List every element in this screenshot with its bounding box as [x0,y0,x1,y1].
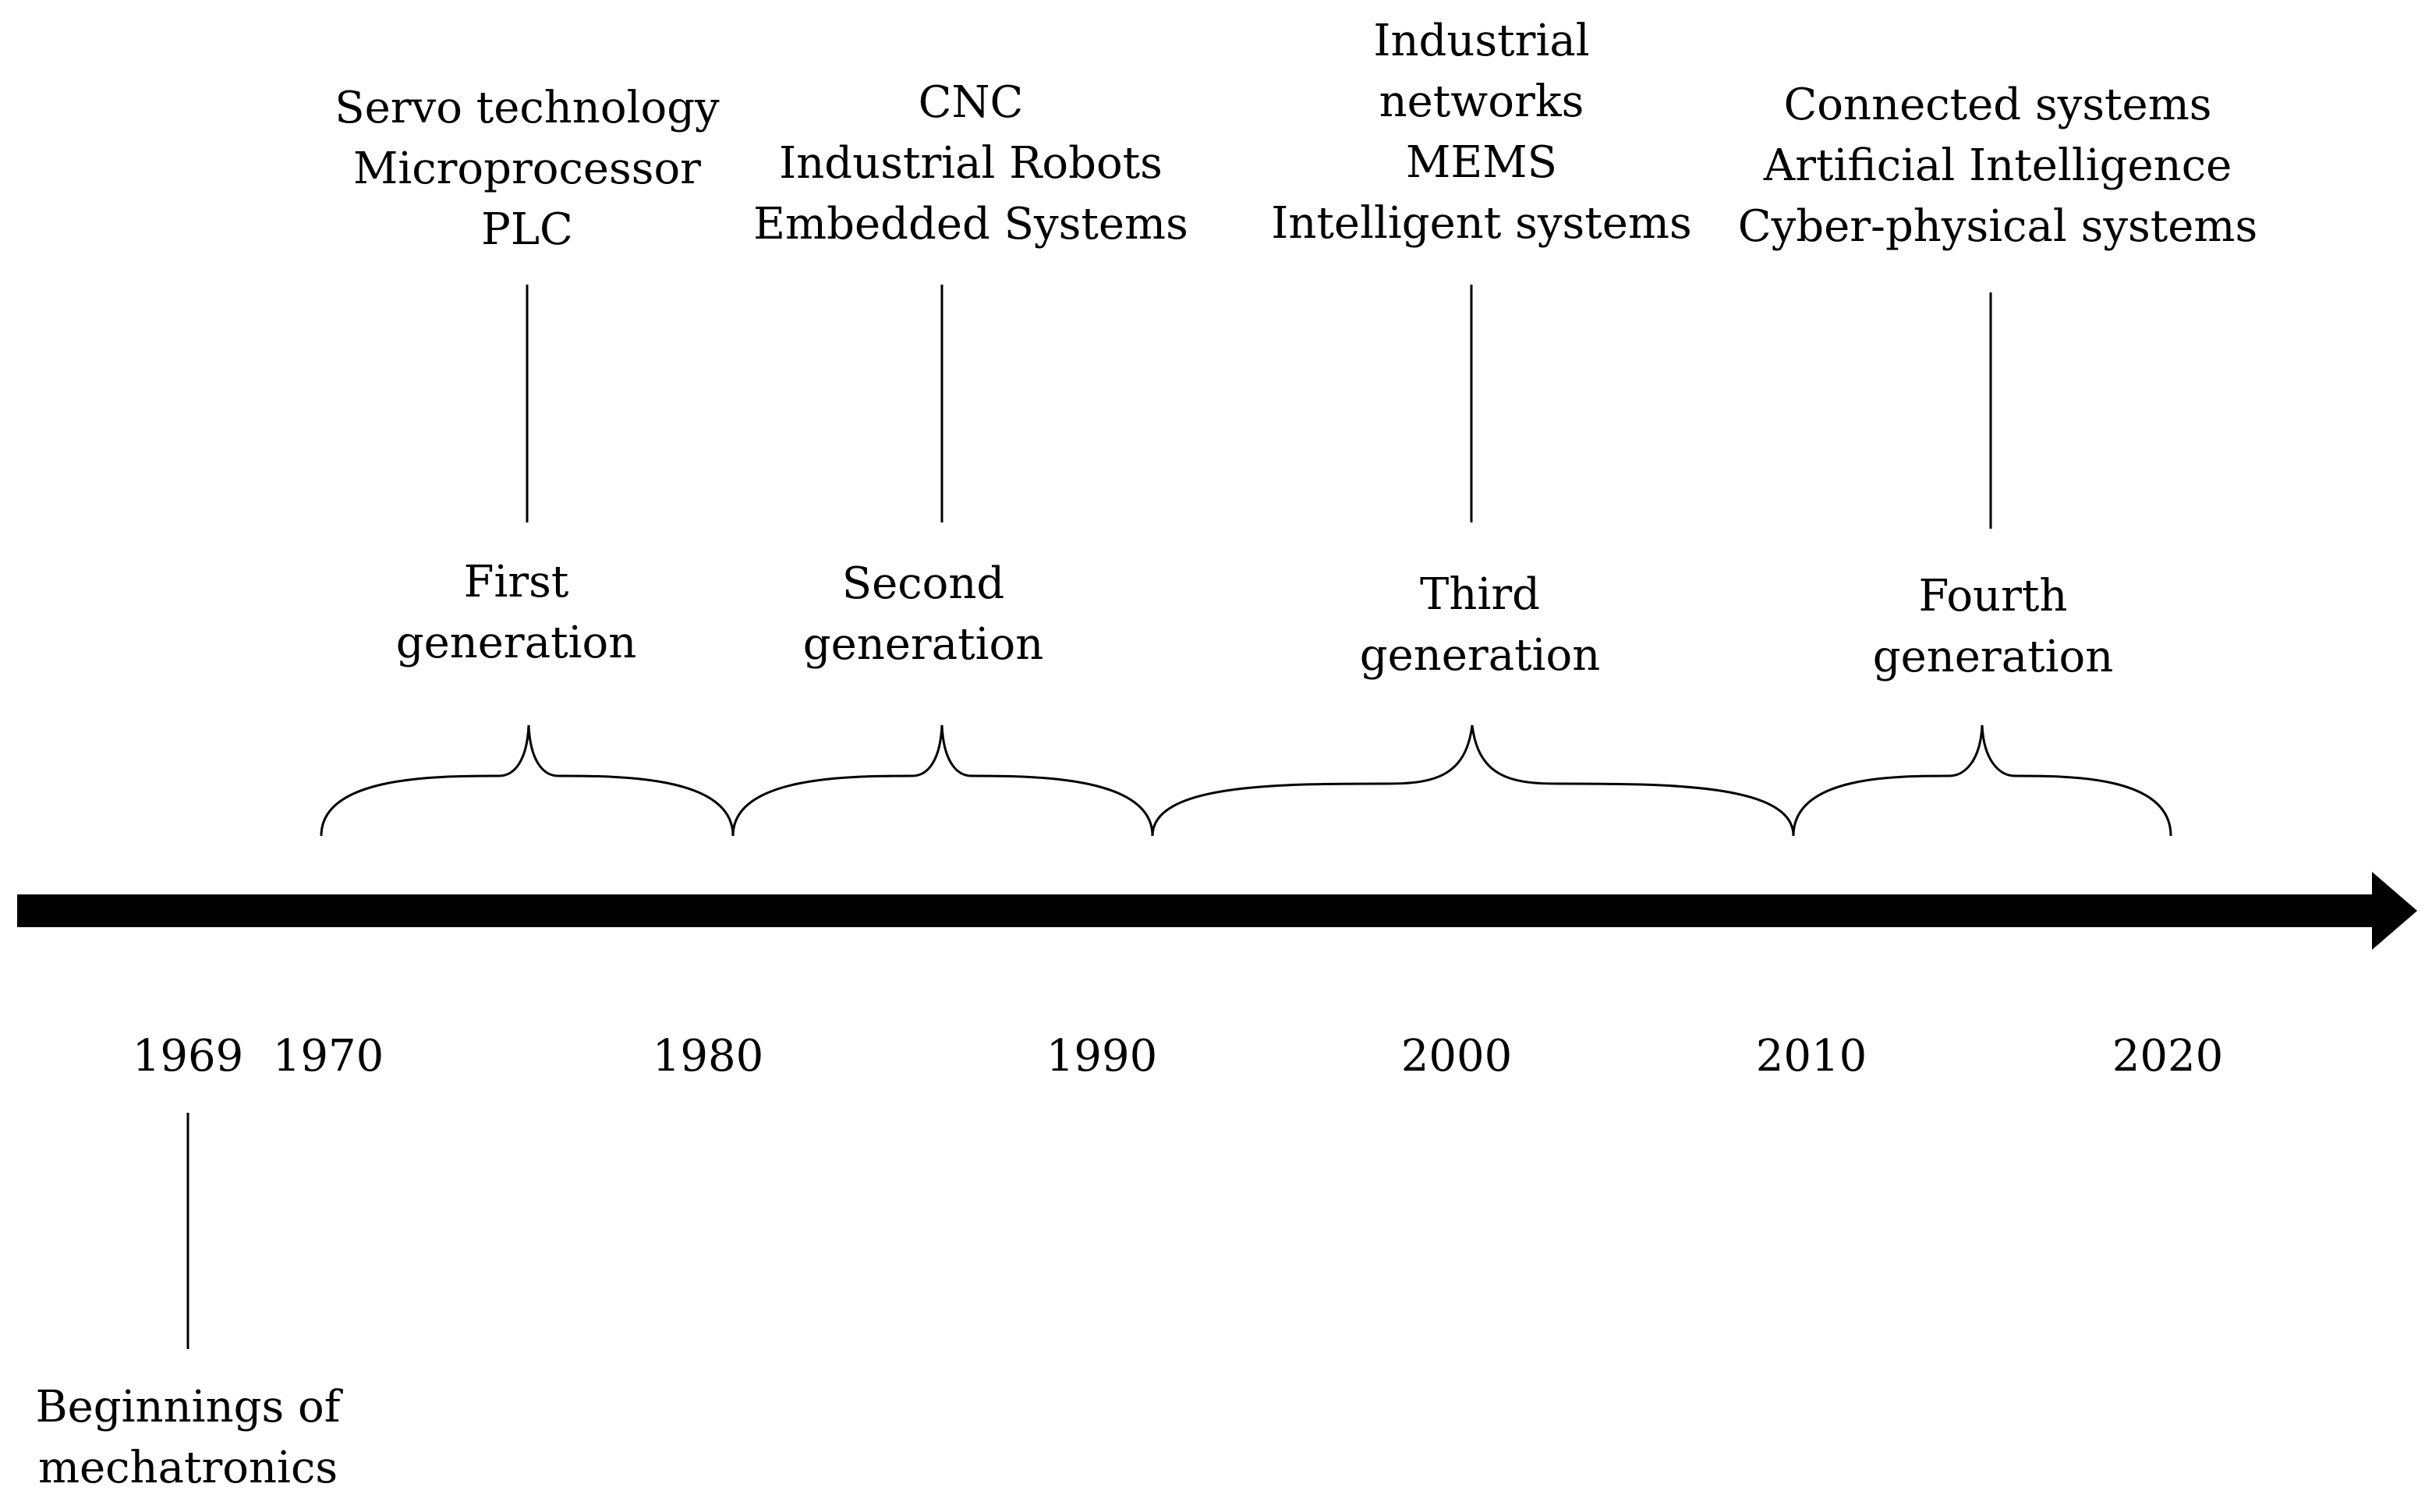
technology-item: Servo technology [335,83,720,133]
generation-label-second: Second generation [803,554,1044,675]
brace-fourth-generation [1792,724,2172,837]
year-label-2020: 2020 [2112,1031,2224,1082]
generation-label-third: Third generation [1360,565,1601,686]
year-label-1969: 1969 [132,1031,244,1082]
year-label-2000: 2000 [1400,1031,1513,1082]
generation-label-line: generation [395,618,637,668]
technology-item: Industrial [1373,16,1590,66]
brace-third-generation [1151,724,1795,837]
technology-item: Intelligent systems [1271,198,1692,249]
technologies-fourth-generation: Connected systems Artificial Intelligenc… [1738,75,2257,257]
generation-label-line: generation [802,619,1044,670]
brace-first-generation [320,724,735,837]
generation-label-line: generation [1872,632,2114,682]
year-label-1980: 1980 [652,1031,764,1082]
generation-label-line: Second [841,558,1005,609]
generation-label-first: First generation [396,552,637,674]
technology-item: Artificial Intelligence [1763,140,2232,191]
technologies-third-generation: Industrial networks MEMS Intelligent sys… [1271,11,1692,254]
timeline-arrow [17,872,2417,950]
origin-label: Beginnings of mechatronics [36,1377,341,1499]
technology-item: Cyber-physical systems [1737,201,2258,252]
timeline-arrow-shaft [17,894,2380,927]
technology-item: networks [1379,76,1584,127]
generation-label-line: generation [1359,630,1601,681]
generation-label-line: First [463,557,569,607]
technology-item: Embedded Systems [753,199,1188,250]
origin-label-line: mechatronics [37,1443,338,1493]
technology-item: PLC [481,204,573,255]
year-label-2010: 2010 [1755,1031,1867,1082]
technology-item: MEMS [1406,137,1557,188]
technology-item: Industrial Robots [779,138,1163,189]
year-label-1990: 1990 [1046,1031,1158,1082]
year-label-1970: 1970 [272,1031,384,1082]
brace-second-generation [731,724,1154,837]
generation-label-fourth: Fourth generation [1873,566,2114,688]
timeline-arrow-head [2372,872,2417,950]
technologies-first-generation: Servo technology Microprocessor PLC [335,78,719,260]
technology-item: Connected systems [1783,80,2212,130]
generation-label-line: Fourth [1918,571,2068,621]
technologies-second-generation: CNC Industrial Robots Embedded Systems [753,73,1188,255]
technology-item: CNC [918,77,1024,128]
generation-label-line: Third [1420,569,1540,620]
origin-label-line: Beginnings of [35,1382,341,1432]
technology-item: Microprocessor [353,143,701,194]
